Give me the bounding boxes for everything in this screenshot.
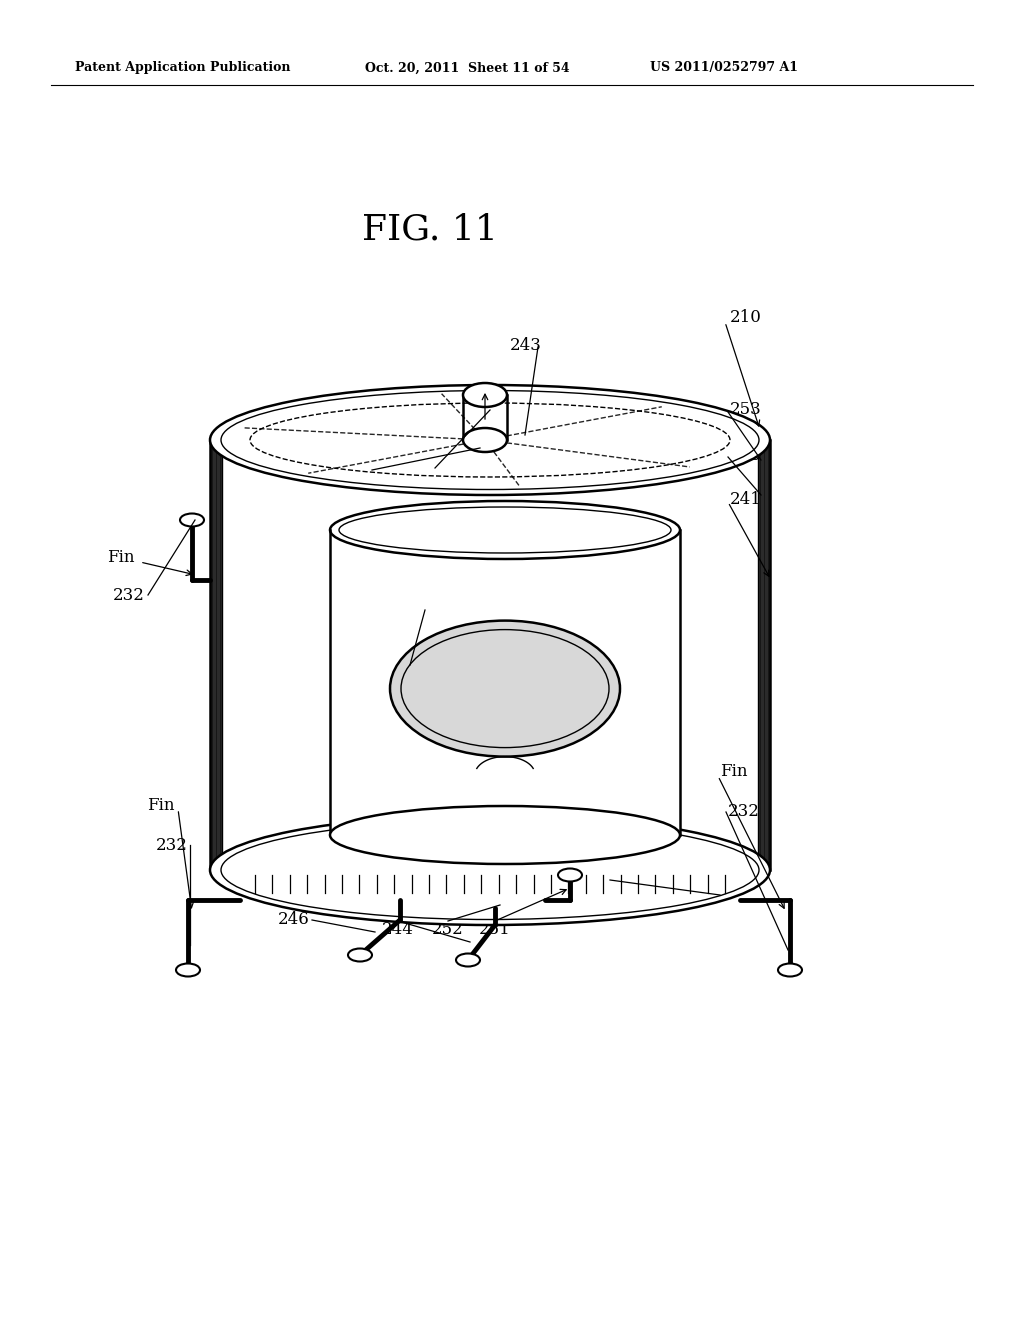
- Ellipse shape: [210, 385, 770, 495]
- Ellipse shape: [390, 620, 620, 756]
- Ellipse shape: [348, 949, 372, 961]
- Ellipse shape: [463, 383, 507, 407]
- Text: 233: 233: [338, 462, 370, 479]
- Text: Patent Application Publication: Patent Application Publication: [75, 62, 291, 74]
- Text: Fin: Fin: [108, 549, 135, 566]
- Ellipse shape: [330, 502, 680, 558]
- Ellipse shape: [558, 869, 582, 882]
- Ellipse shape: [176, 964, 200, 977]
- Text: 241: 241: [730, 491, 762, 508]
- Text: 243: 243: [510, 337, 542, 354]
- Text: Fin: Fin: [147, 796, 175, 813]
- Text: Fin: Fin: [720, 763, 748, 780]
- Ellipse shape: [463, 428, 507, 451]
- Text: FIG. 11: FIG. 11: [362, 213, 498, 247]
- Text: US 2011/0252797 A1: US 2011/0252797 A1: [650, 62, 798, 74]
- Text: 232: 232: [113, 586, 145, 603]
- Bar: [330, 531, 680, 836]
- Text: 253: 253: [730, 401, 762, 418]
- Text: Oct. 20, 2011  Sheet 11 of 54: Oct. 20, 2011 Sheet 11 of 54: [365, 62, 569, 74]
- Ellipse shape: [180, 513, 204, 527]
- Ellipse shape: [778, 964, 802, 977]
- Text: 255: 255: [730, 446, 762, 463]
- Ellipse shape: [210, 814, 770, 925]
- Bar: [210, 440, 770, 870]
- Text: 244: 244: [382, 921, 414, 939]
- Text: Fout: Fout: [435, 459, 473, 477]
- Ellipse shape: [456, 953, 480, 966]
- Text: 242: 242: [612, 870, 644, 887]
- Text: 232: 232: [728, 804, 760, 821]
- Text: 252: 252: [432, 921, 464, 939]
- Text: 247: 247: [376, 656, 408, 673]
- Text: 246: 246: [279, 912, 310, 928]
- Ellipse shape: [330, 807, 680, 865]
- Text: 251: 251: [479, 921, 511, 939]
- Text: 232: 232: [156, 837, 188, 854]
- Text: 210: 210: [730, 309, 762, 326]
